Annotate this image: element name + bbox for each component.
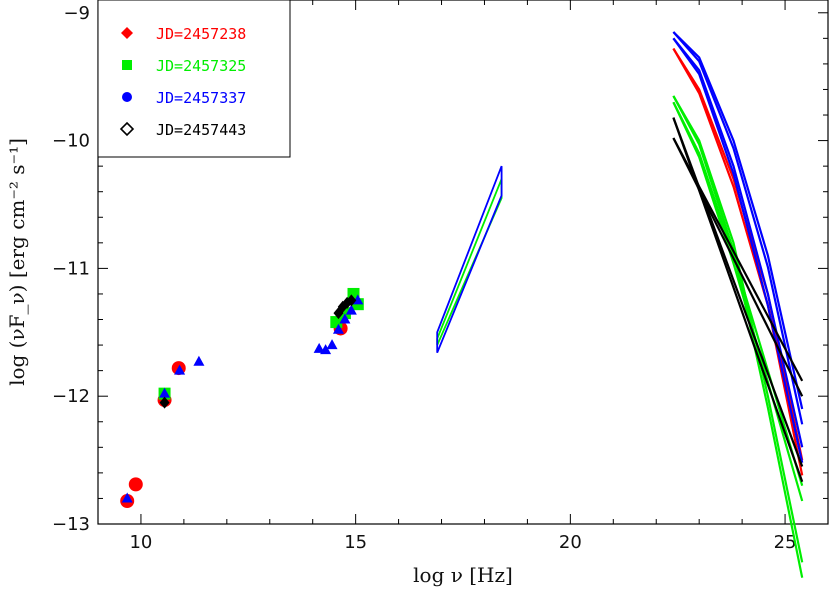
data-point-jd2457443 [159, 396, 170, 409]
gamma-ray-bowtie [672, 37, 804, 448]
data-point-jd2457337 [332, 323, 344, 334]
legend-symbol [121, 27, 133, 39]
x-tick-label: 15 [344, 532, 367, 553]
legend-box [97, 0, 291, 158]
y-tick-label: −10 [52, 131, 90, 152]
data-point-jd2457337 [345, 304, 357, 315]
xray-bowtie [436, 178, 503, 346]
x-tick-label: 20 [559, 532, 582, 553]
gamma-ray-bowtie [672, 137, 804, 382]
data-point-jd2457337 [193, 355, 205, 366]
data-point-jd2457337 [320, 344, 332, 355]
legend-symbol [122, 60, 132, 70]
data-point-jd2457337 [121, 492, 133, 503]
data-point-jd2457337 [174, 364, 186, 375]
gamma-ray-bowtie-edge [672, 31, 804, 425]
y-axis-label: log (νF_ν) [erg cm⁻² s⁻¹] [5, 138, 29, 386]
gamma-ray-bowtie-edge [672, 37, 804, 463]
y-tick-label: −9 [63, 3, 90, 24]
gamma-ray-bowtie [672, 95, 804, 563]
gamma-ray-bowtie-edge [672, 101, 804, 502]
x-tick-label: 25 [774, 532, 797, 553]
data-point-jd2457337 [326, 339, 338, 350]
y-tick-label: −12 [52, 386, 90, 407]
x-axis-label: log ν [Hz] [413, 563, 513, 587]
xray-bowtie [436, 165, 503, 354]
legend-label: JD=2457238 [156, 25, 246, 43]
plot-frame [97, 0, 829, 525]
legend-symbol [122, 92, 132, 102]
y-tick-label: −11 [52, 258, 90, 279]
legend-symbol [119, 121, 135, 137]
y-tick-label: −13 [52, 514, 90, 535]
legend-label: JD=2457325 [156, 57, 246, 75]
data-point-jd2457337 [313, 342, 325, 353]
legend-label: JD=2457337 [156, 89, 246, 107]
gamma-ray-bowtie [672, 48, 804, 461]
gamma-ray-bowtie-edge [672, 137, 804, 397]
legend: JD=2457238 JD=2457325 JD=2457337 JD=2457443 [119, 25, 246, 139]
data-point-jd2457443 [346, 294, 357, 307]
data-point-jd2457238 [128, 477, 143, 492]
x-tick-label: 10 [129, 532, 152, 553]
data-marks [120, 31, 804, 578]
data-point-jd2457337 [159, 387, 171, 398]
gamma-ray-bowtie [672, 31, 804, 410]
legend-label: JD=2457443 [156, 121, 246, 139]
data-point-jd2457337 [339, 313, 351, 324]
